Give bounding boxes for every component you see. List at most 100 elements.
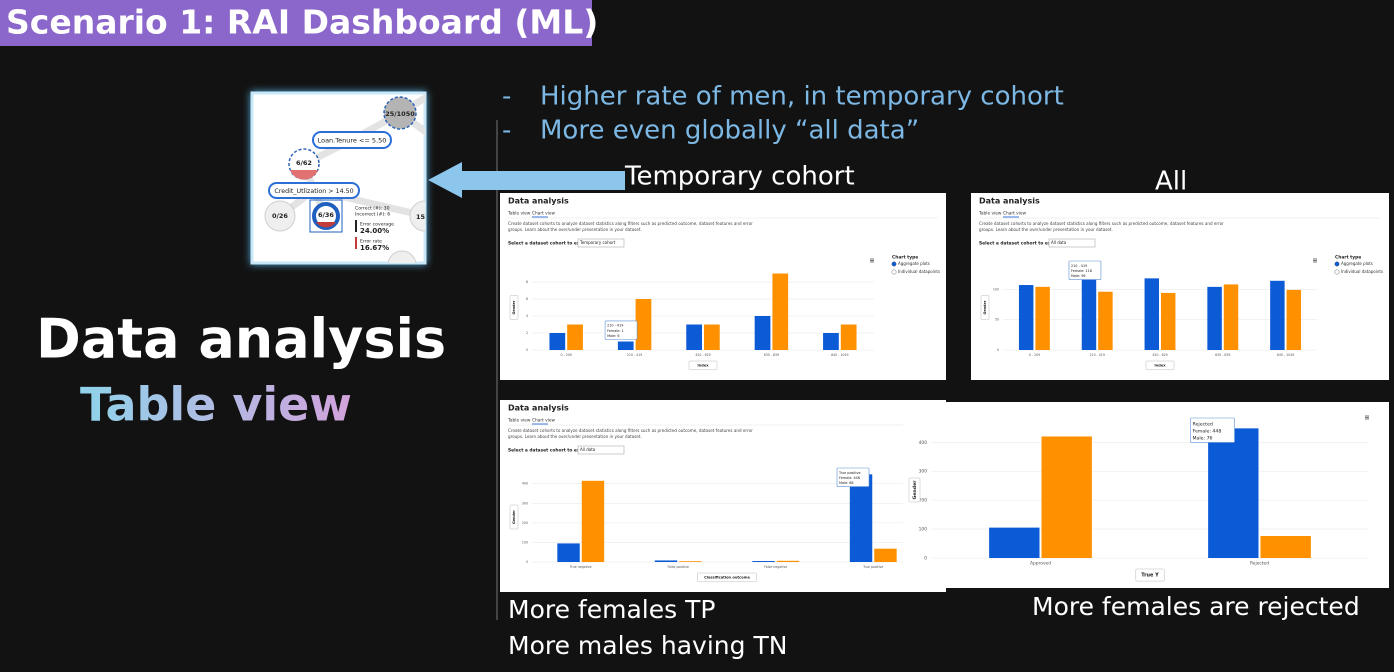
y-tick-label: 2 (526, 331, 528, 335)
y-tick-label: 200 (522, 521, 528, 525)
tooltip-text: Male: 96 (1071, 274, 1086, 278)
y-axis-label: Gender (512, 510, 516, 524)
bullet-marker: - (502, 82, 511, 112)
split-label: Credit_Utlization > 14.50 (274, 188, 353, 195)
tooltip-text: Male: 76 (1193, 436, 1213, 442)
tab: Table view (978, 211, 1002, 217)
split-label: Loan.Tenure <= 5.50 (318, 137, 387, 145)
tooltip-text: Female: 1 (607, 329, 624, 333)
tooltip (836, 467, 870, 487)
arrow (428, 162, 625, 198)
description: Create dataset cohorts to analyze datase… (979, 221, 1224, 226)
x-tick-label: False positive (667, 565, 689, 569)
stat-text: Error rate (360, 239, 382, 245)
bar (849, 474, 873, 562)
caption: More females TP (508, 595, 715, 624)
radio (891, 261, 897, 267)
tab: Chart view (532, 418, 556, 424)
y-tick-label: 400 (522, 482, 528, 486)
y-axis-label: Gender (983, 300, 987, 314)
cohort-dropdown (577, 445, 625, 455)
description: Create dataset cohorts to analyze datase… (508, 221, 753, 226)
bullet-text: More even globally “all data” (540, 116, 919, 146)
x-tick-label: False negative (764, 565, 787, 569)
cohort-value: All data (1051, 240, 1067, 245)
slide-title: Scenario 1: RAI Dashboard (ML) (6, 3, 598, 42)
x-axis-label: True Y (1141, 573, 1159, 579)
description: groups. Learn about the over/under prese… (508, 434, 642, 439)
tree-node (409, 200, 425, 232)
tooltip (1190, 417, 1235, 443)
stat-text: Incorrect (#): 6 (355, 212, 390, 218)
stat-value: 24.00% (360, 227, 389, 235)
tab: Table view (507, 418, 531, 424)
bullet-marker: - (502, 116, 511, 146)
chart-type-label: Chart type (892, 255, 918, 261)
tooltip-text: Female: 448 (1193, 429, 1222, 435)
node-label: 6/36 (318, 211, 334, 219)
description: groups. Learn about the over/under prese… (979, 227, 1113, 232)
tooltip-text: Male: 68 (839, 481, 854, 485)
x-tick-label: True positive (862, 565, 883, 569)
x-tick-label: 0 - 209 (561, 353, 572, 357)
bar (1018, 285, 1034, 350)
bar (989, 527, 1040, 558)
tooltip-text: 210 - 419 (1071, 264, 1087, 268)
bar (549, 333, 566, 350)
section-title: Data analysis (36, 308, 446, 371)
radio (1334, 269, 1340, 275)
bar (1207, 286, 1222, 350)
y-tick-label: 50 (995, 318, 999, 322)
x-tick-label: Approved (1030, 561, 1051, 567)
y-tick-label: 0 (924, 556, 927, 562)
x-tick-label: 630 - 839 (764, 353, 779, 357)
bullet-text: Higher rate of men, in temporary cohort (540, 82, 1064, 112)
x-axis-label: Classification outcome (704, 575, 750, 579)
stat-value: 16.67% (360, 244, 389, 252)
bar (557, 543, 580, 562)
bar (823, 333, 839, 350)
caption: More females are rejected (1032, 592, 1360, 621)
bar (772, 273, 789, 350)
bar (635, 299, 652, 350)
bar (686, 324, 702, 350)
bar (1098, 291, 1113, 350)
y-tick-label: 300 (522, 501, 528, 505)
y-tick-label: 100 (993, 287, 999, 291)
tree-node (387, 250, 417, 263)
y-axis-button (908, 477, 921, 503)
section-subtitle: Table view (80, 378, 352, 432)
cohort-value: Temporary cohort (579, 240, 616, 245)
x-axis-button (697, 572, 757, 583)
node-label: 15 (416, 213, 426, 221)
split-pill (268, 182, 360, 199)
tooltip (1068, 260, 1102, 280)
y-tick-label: 6 (526, 297, 528, 301)
bar (1223, 284, 1239, 350)
cohort-label: Select a dataset cohort to explore (979, 241, 1064, 247)
node-label: 0/26 (272, 212, 288, 220)
x-axis-button (688, 360, 718, 371)
error-fill (316, 222, 336, 228)
y-tick-label: 0 (526, 560, 528, 564)
tree: 25/1050 Loan.Tenure <= 5.50 6/62 Credit_… (264, 93, 426, 263)
x-tick-label: True negative (569, 565, 592, 569)
y-tick-label: 400 (919, 440, 928, 446)
x-tick-label: 840 - 1049 (1277, 353, 1294, 357)
x-tick-label: 420 - 629 (695, 353, 710, 357)
y-axis-button (509, 295, 519, 320)
bar (654, 560, 678, 562)
split-pill (312, 131, 392, 149)
bar (754, 316, 771, 350)
stat-text: Error coverage (360, 222, 394, 228)
y-tick-label: 200 (919, 498, 928, 504)
description: groups. Learn about the over/under prese… (508, 227, 642, 232)
x-tick-label: 630 - 839 (1215, 353, 1230, 357)
stat-bar (355, 220, 357, 232)
x-tick-label: 0 - 209 (1029, 353, 1040, 357)
tree-node (264, 200, 296, 232)
tooltip-text: Female: 118 (1071, 269, 1092, 273)
node-label: 6/62 (296, 159, 312, 167)
caption: All (1155, 167, 1187, 197)
panel-title: Data analysis (979, 197, 1040, 206)
